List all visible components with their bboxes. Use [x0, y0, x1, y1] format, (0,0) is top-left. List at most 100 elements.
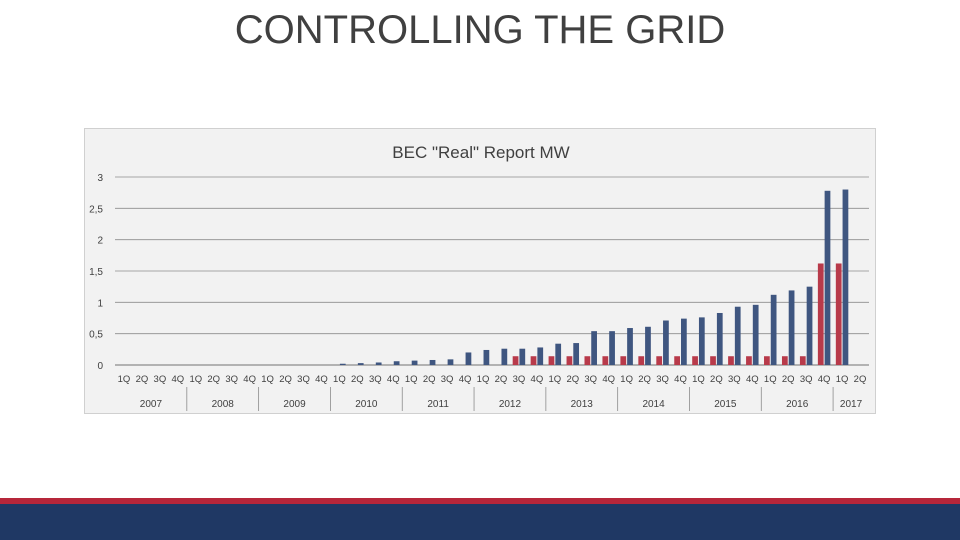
- y-axis-ticks: 0 0,5 1 1,5 2 2,5 3: [89, 173, 103, 372]
- x-tick-label: 3Q: [441, 374, 454, 385]
- y-tick-label: 2: [97, 236, 103, 247]
- bar-series-1: [806, 286, 813, 365]
- bar-series-1: [698, 317, 705, 365]
- bar-series-2: [566, 356, 573, 365]
- year-label: 2016: [786, 399, 809, 410]
- bar-series-1: [573, 343, 580, 365]
- bar-series-1: [375, 362, 382, 365]
- bar-series-1: [591, 331, 597, 365]
- x-tick-label: 1Q: [692, 374, 705, 385]
- bar-series-2: [799, 356, 806, 365]
- bar-series-1: [824, 190, 831, 365]
- x-tick-label: 4Q: [746, 374, 759, 385]
- x-tick-label: 3Q: [225, 374, 238, 385]
- x-axis-ticks: 1Q 2Q 3Q 4Q 1Q 2Q 3Q 4Q 1Q 2Q 3Q 4Q 1Q 2Q 3Q 4Q 1Q 2Q 3Q 4Q…: [118, 374, 867, 385]
- x-tick-label: 3Q: [513, 374, 526, 385]
- x-tick-label: 2Q: [351, 374, 364, 385]
- x-tick-label: 3Q: [154, 374, 167, 385]
- bar-series-2: [656, 356, 663, 365]
- x-tick-label: 1Q: [189, 374, 202, 385]
- x-tick-label: 2Q: [279, 374, 292, 385]
- bar-series-2: [512, 356, 519, 365]
- year-label: 2012: [499, 399, 522, 410]
- x-tick-label: 3Q: [728, 374, 741, 385]
- x-tick-label: 3Q: [369, 374, 382, 385]
- bar-series-2: [710, 356, 716, 365]
- year-label: 2017: [840, 399, 863, 410]
- bar-series-1: [681, 318, 687, 365]
- bar-series-1: [339, 363, 346, 365]
- bar-series-1: [663, 320, 669, 365]
- x-tick-label: 1Q: [548, 374, 561, 385]
- x-tick-label: 4Q: [531, 374, 544, 385]
- x-tick-label: 4Q: [387, 374, 400, 385]
- footer-band-red: [0, 498, 960, 504]
- x-tick-label: 2Q: [638, 374, 651, 385]
- x-tick-label: 1Q: [333, 374, 346, 385]
- x-tick-label: 4Q: [602, 374, 615, 385]
- x-tick-label: 1Q: [620, 374, 633, 385]
- bar-series-1: [788, 290, 795, 365]
- x-tick-label: 4Q: [674, 374, 687, 385]
- y-tick-label: 3: [97, 173, 103, 184]
- x-tick-label: 1Q: [405, 374, 418, 385]
- year-label: 2015: [714, 399, 737, 410]
- bar-series-2: [728, 356, 734, 365]
- bars: [339, 189, 849, 365]
- x-tick-label: 4Q: [818, 374, 831, 385]
- bar-series-1: [357, 363, 364, 365]
- bar-series-1: [393, 361, 400, 365]
- chart-title: BEC "Real" Report MW: [392, 143, 569, 162]
- bar-series-2: [602, 356, 609, 365]
- x-tick-label: 2Q: [710, 374, 723, 385]
- bar-series-1: [555, 343, 562, 365]
- x-tick-label: 1Q: [118, 374, 131, 385]
- x-tick-label: 1Q: [836, 374, 849, 385]
- bar-series-1: [465, 352, 472, 365]
- x-tick-label: 2Q: [207, 374, 220, 385]
- bar-series-1: [501, 348, 508, 365]
- x-tick-label: 4Q: [315, 374, 328, 385]
- x-tick-label: 2Q: [854, 374, 867, 385]
- x-tick-label: 4Q: [459, 374, 472, 385]
- bar-series-1: [519, 348, 526, 365]
- x-tick-label: 3Q: [297, 374, 310, 385]
- bar-series-1: [483, 349, 490, 365]
- bar-series-1: [609, 331, 615, 365]
- bar-series-1: [627, 328, 633, 365]
- bar-series-1: [537, 347, 544, 365]
- x-tick-label: 2Q: [566, 374, 579, 385]
- year-label: 2014: [642, 399, 665, 410]
- bar-series-1: [734, 306, 741, 365]
- bar-series-2: [781, 356, 788, 365]
- bar-series-2: [835, 263, 842, 365]
- x-tick-label: 2Q: [136, 374, 149, 385]
- bar-series-2: [746, 356, 752, 365]
- slide-title: CONTROLLING THE GRID: [234, 8, 726, 52]
- bar-series-2: [674, 356, 680, 365]
- year-label: 2009: [283, 399, 306, 410]
- x-tick-label: 3Q: [656, 374, 669, 385]
- bar-series-2: [817, 263, 824, 365]
- bar-series-2: [584, 356, 591, 365]
- x-tick-label: 4Q: [243, 374, 256, 385]
- x-tick-label: 4Q: [171, 374, 184, 385]
- x-tick-label: 2Q: [495, 374, 508, 385]
- bar-series-1: [752, 304, 759, 365]
- y-tick-label: 0: [97, 361, 103, 372]
- gridlines: [115, 176, 869, 366]
- x-tick-label: 1Q: [764, 374, 777, 385]
- bar-series-1: [842, 189, 849, 365]
- bar-series-1: [429, 359, 436, 365]
- y-tick-label: 2,5: [89, 204, 103, 215]
- bar-series-1: [645, 326, 651, 365]
- x-tick-label: 1Q: [477, 374, 490, 385]
- x-axis-years: 2007 2008 2009 2010 2011 2012 2013 2014 2015 2016…: [140, 387, 863, 411]
- bar-series-2: [530, 356, 537, 365]
- x-tick-label: 1Q: [261, 374, 274, 385]
- y-tick-label: 1: [97, 298, 103, 309]
- bar-series-2: [764, 356, 770, 365]
- year-label: 2011: [427, 399, 449, 410]
- year-label: 2013: [571, 399, 594, 410]
- x-tick-label: 2Q: [423, 374, 436, 385]
